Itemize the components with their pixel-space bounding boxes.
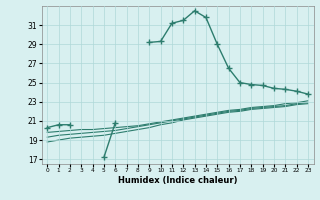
X-axis label: Humidex (Indice chaleur): Humidex (Indice chaleur)	[118, 176, 237, 185]
